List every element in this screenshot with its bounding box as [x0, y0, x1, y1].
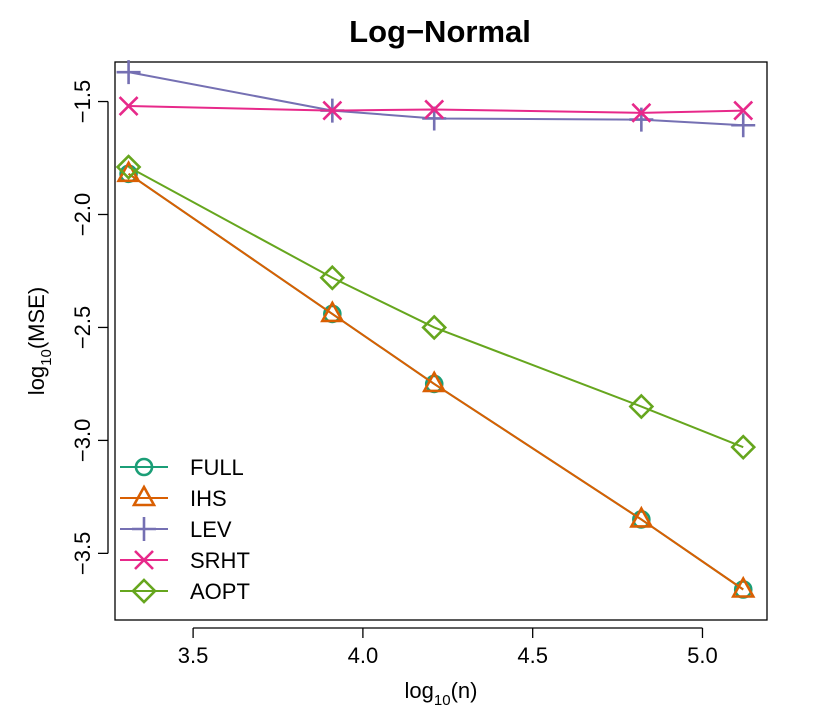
y-axis-label: log10(MSE) [24, 287, 55, 395]
data-point-lev [116, 60, 141, 85]
data-point-aopt [628, 393, 655, 420]
y-axis-label-sub: 10 [38, 349, 55, 366]
y-axis-label-base: log [24, 366, 49, 395]
x-axis: 3.5 4.0 4.5 5.0 [178, 627, 718, 668]
series-aopt [115, 154, 757, 461]
data-point-aopt [319, 264, 346, 291]
chart-title: Log−Normal [349, 14, 531, 49]
legend-marker-lev [132, 517, 156, 541]
x-tick-label: 4.5 [517, 643, 548, 668]
y-tick-label: −3.5 [70, 532, 95, 575]
data-point-aopt [421, 314, 448, 341]
legend: FULL IHS LEV SRHT AOPT [120, 455, 250, 604]
legend-item-srht: SRHT [120, 548, 250, 573]
legend-item-aopt: AOPT [120, 578, 250, 604]
y-tick-label: −2.5 [70, 306, 95, 349]
x-tick-label: 5.0 [687, 643, 718, 668]
y-tick-label: −2.0 [70, 193, 95, 236]
y-axis-label-arg: (MSE) [24, 287, 49, 349]
legend-marker-srht [134, 550, 154, 570]
x-axis-label: log10(n) [405, 678, 478, 709]
data-point-srht [631, 102, 652, 123]
legend-label-aopt: AOPT [190, 579, 250, 604]
data-point-lev [731, 113, 756, 138]
legend-item-lev: LEV [120, 517, 232, 542]
series-srht [118, 96, 754, 123]
data-point-ihs [421, 370, 447, 393]
legend-marker-ihs [131, 484, 157, 507]
x-axis-label-arg: (n) [451, 678, 478, 703]
data-point-srht [322, 100, 343, 121]
data-point-aopt [115, 154, 142, 180]
series-layer [115, 60, 757, 599]
legend-label-lev: LEV [190, 517, 232, 542]
plot-frame [114, 61, 768, 621]
legend-marker-aopt [131, 578, 157, 604]
data-point-srht [118, 96, 139, 116]
series-line-ihs [128, 173, 744, 591]
series-lev [116, 60, 756, 138]
legend-item-ihs: IHS [120, 484, 227, 511]
x-axis-label-base: log [405, 678, 434, 703]
data-point-aopt [730, 434, 757, 461]
series-line-aopt [128, 166, 744, 449]
legend-marker-full [134, 457, 154, 477]
x-axis-label-sub: 10 [434, 692, 451, 709]
data-point-ihs [320, 300, 345, 323]
legend-item-full: FULL [120, 455, 244, 480]
y-axis: −1.5 −2.0 −2.5 −3.0 −3.5 [70, 80, 109, 575]
data-point-ihs [629, 505, 654, 528]
data-point-srht [733, 100, 754, 121]
legend-label-srht: SRHT [190, 548, 250, 573]
y-tick-label: −3.0 [70, 419, 95, 462]
legend-label-ihs: IHS [190, 486, 227, 511]
x-tick-label: 3.5 [178, 643, 209, 668]
legend-label-full: FULL [190, 455, 244, 480]
data-point-ihs [731, 575, 756, 598]
data-point-srht [424, 99, 445, 120]
y-tick-label: −1.5 [70, 80, 95, 123]
x-tick-label: 4.0 [348, 643, 379, 668]
